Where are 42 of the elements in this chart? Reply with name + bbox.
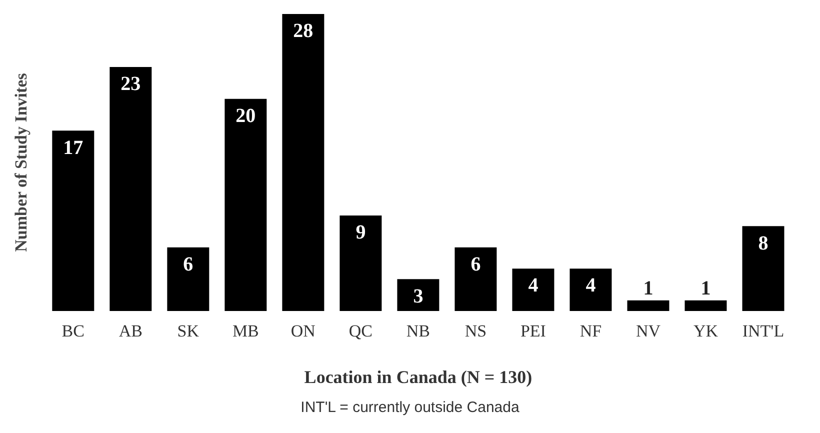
bar <box>282 14 324 311</box>
x-tick-label: QC <box>348 322 373 341</box>
data-label: 4 <box>528 274 538 297</box>
bar <box>454 247 497 311</box>
text: INT'L = currently outside Canada <box>300 399 520 416</box>
x-tick-label: BC <box>62 322 84 341</box>
x-tick-label: MB <box>232 322 259 341</box>
data-label: 23 <box>120 73 141 96</box>
data-label: 1 <box>700 278 711 300</box>
x-tick-label: NV <box>636 322 662 341</box>
bar <box>742 226 784 311</box>
y-axis-title: Number of Study Invites <box>12 72 31 252</box>
bar <box>224 98 267 311</box>
bar <box>512 268 554 311</box>
x-tick-label: AB <box>118 322 142 341</box>
bar <box>167 247 210 311</box>
x-axis-title: Location in Canada (N = 130) <box>304 366 532 387</box>
bar <box>340 216 382 311</box>
x-tick-label: ON <box>290 322 316 341</box>
x-tick-label: NB <box>406 322 430 341</box>
data-label: 3 <box>413 285 424 308</box>
data-label: 6 <box>470 254 481 276</box>
data-label: 20 <box>236 105 256 128</box>
bar <box>570 268 612 311</box>
bar <box>684 300 727 311</box>
bar <box>110 67 152 311</box>
bar <box>627 300 670 311</box>
x-tick-label: YK <box>693 322 719 341</box>
data-label: 4 <box>586 274 596 297</box>
data-label: 1 <box>643 278 654 300</box>
data-label: 8 <box>758 232 768 254</box>
bar <box>52 130 94 311</box>
data-label: 6 <box>183 254 194 276</box>
x-tick-label: SK <box>177 322 200 341</box>
x-tick-label: PEI <box>520 322 546 341</box>
data-label: 28 <box>293 20 314 42</box>
bar <box>397 279 440 311</box>
data-label: 17 <box>63 136 84 159</box>
x-tick-label: NF <box>580 322 602 341</box>
x-tick-label: INT'L <box>742 322 784 341</box>
x-tick-label: NS <box>464 322 487 341</box>
data-label: 9 <box>356 222 366 244</box>
